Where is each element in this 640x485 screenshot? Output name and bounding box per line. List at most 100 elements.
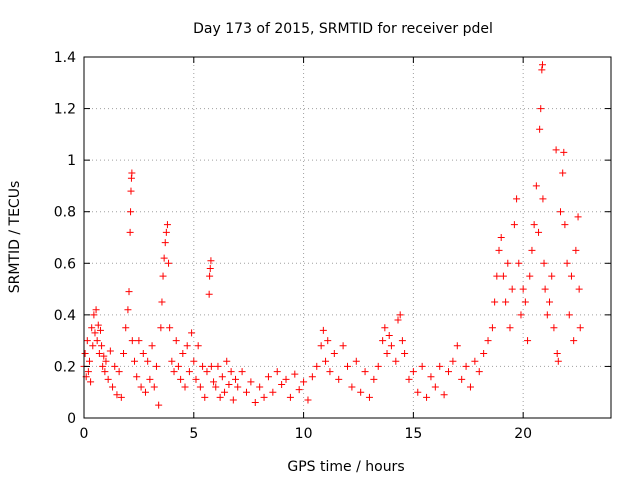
data-point	[559, 169, 567, 177]
data-point	[179, 350, 187, 358]
data-point	[396, 311, 404, 319]
x-tick-label: 0	[80, 426, 89, 442]
data-point	[260, 393, 268, 401]
data-point	[227, 368, 235, 376]
data-point	[95, 350, 103, 358]
y-tick-label: 0.2	[54, 359, 76, 375]
data-point	[214, 362, 222, 370]
data-point	[91, 329, 99, 337]
data-point	[530, 221, 538, 229]
data-point	[308, 373, 316, 381]
data-point	[361, 368, 369, 376]
data-point	[158, 298, 166, 306]
data-point	[401, 350, 409, 358]
data-point	[499, 272, 507, 280]
data-point	[238, 368, 246, 376]
data-point	[170, 368, 178, 376]
data-point	[218, 373, 226, 381]
data-point	[394, 316, 402, 324]
data-point	[539, 195, 547, 203]
data-point	[570, 337, 578, 345]
data-point	[122, 324, 130, 332]
data-point	[554, 357, 562, 365]
data-point	[521, 298, 529, 306]
data-point	[137, 383, 145, 391]
y-axis-label: SRMTID / TECUs	[7, 181, 23, 294]
data-point	[242, 388, 250, 396]
data-point	[247, 378, 255, 386]
data-point	[502, 298, 510, 306]
data-point	[199, 362, 207, 370]
data-point	[109, 383, 117, 391]
data-point	[126, 228, 134, 236]
data-point	[194, 342, 202, 350]
data-point	[165, 259, 173, 267]
data-point	[313, 362, 321, 370]
data-point	[379, 337, 387, 345]
data-point	[115, 368, 123, 376]
data-point	[160, 254, 168, 262]
data-point	[96, 326, 104, 334]
data-point	[387, 342, 395, 350]
data-point	[552, 146, 560, 154]
data-point	[491, 298, 499, 306]
data-point	[223, 357, 231, 365]
data-point	[553, 350, 561, 358]
data-point	[190, 357, 198, 365]
data-point	[528, 246, 536, 254]
data-point	[304, 396, 312, 404]
data-point	[192, 375, 200, 383]
data-point	[427, 373, 435, 381]
data-point	[561, 221, 569, 229]
y-tick-label: 0	[67, 411, 76, 427]
data-point	[102, 357, 110, 365]
data-point	[462, 362, 470, 370]
data-point	[106, 347, 114, 355]
data-point	[203, 368, 211, 376]
data-point	[135, 337, 143, 345]
data-point	[157, 324, 165, 332]
data-point	[538, 61, 546, 69]
data-point	[317, 342, 325, 350]
data-point	[405, 375, 413, 383]
data-point	[207, 362, 215, 370]
data-point	[537, 105, 545, 113]
data-point	[181, 383, 189, 391]
data-point	[398, 337, 406, 345]
data-point	[269, 388, 277, 396]
data-point	[319, 326, 327, 334]
data-point	[124, 306, 132, 314]
data-point	[148, 342, 156, 350]
data-point	[330, 350, 338, 358]
data-point	[497, 234, 505, 241]
data-point	[174, 362, 182, 370]
data-point	[201, 393, 209, 401]
data-point	[291, 370, 299, 378]
data-point	[488, 324, 496, 332]
data-point	[251, 399, 259, 407]
data-point	[471, 357, 479, 365]
data-point	[532, 182, 540, 190]
data-point	[88, 324, 96, 332]
data-point	[131, 357, 139, 365]
data-point	[484, 337, 492, 345]
data-point	[172, 337, 180, 345]
data-point	[84, 368, 92, 376]
data-point	[352, 357, 360, 365]
data-point	[370, 375, 378, 383]
data-point	[185, 368, 193, 376]
data-point	[560, 148, 568, 156]
data-point	[344, 362, 351, 370]
data-point	[339, 342, 347, 350]
data-point	[225, 380, 233, 388]
data-point	[286, 393, 294, 401]
data-point	[207, 257, 215, 265]
data-point	[111, 362, 119, 370]
data-point	[515, 259, 523, 267]
data-point	[524, 337, 532, 345]
data-point	[216, 393, 224, 401]
data-point	[229, 396, 237, 404]
data-point	[183, 342, 191, 350]
x-axis-label: GPS time / hours	[287, 459, 404, 475]
data-point	[125, 288, 133, 296]
